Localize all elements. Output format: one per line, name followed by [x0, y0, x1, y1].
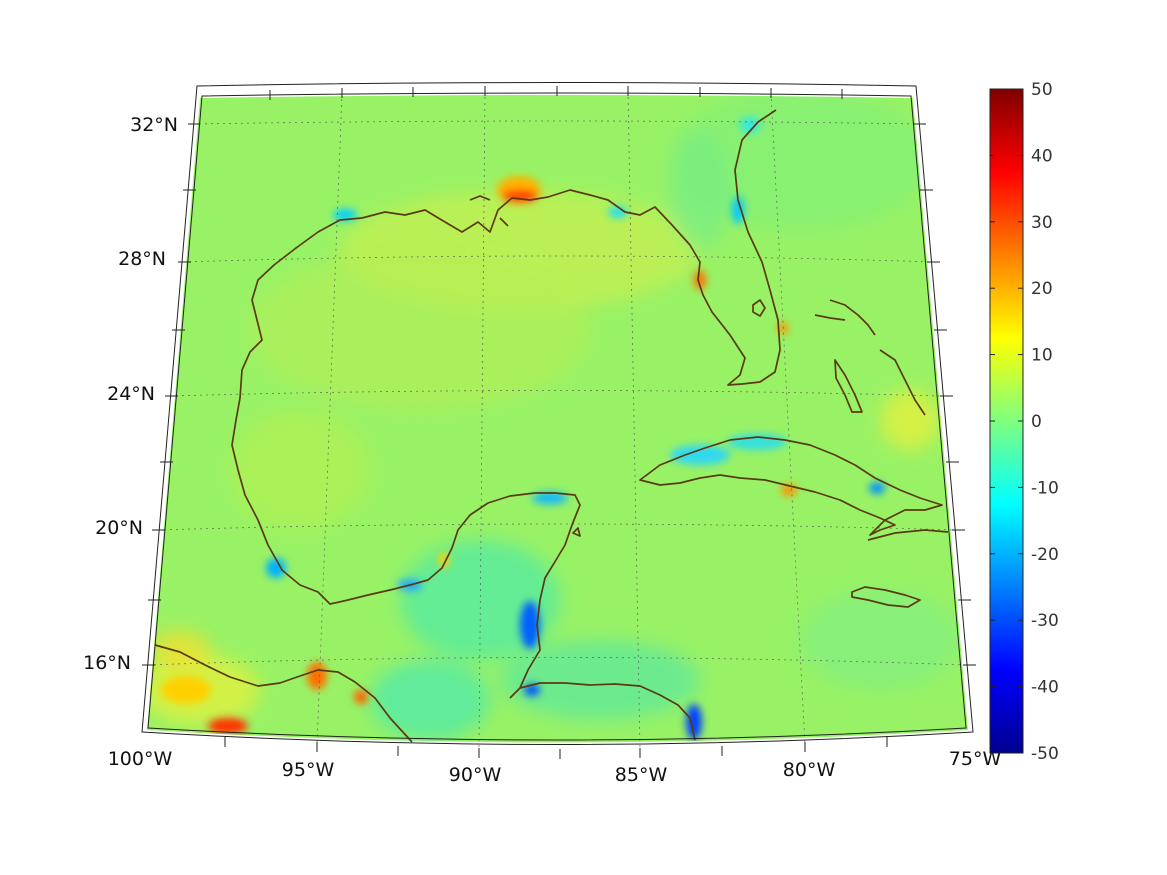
colorbar-tick-label: -20 [1031, 545, 1059, 565]
latitude-labels: 32°N 28°N 24°N 20°N 16°N [83, 114, 178, 674]
hispaniola-coast [867, 529, 949, 541]
cozumel [572, 527, 581, 537]
graticule [147, 90, 966, 751]
colorbar-tick-label: 10 [1031, 346, 1053, 366]
lat-label-20n: 20°N [95, 517, 143, 539]
frame-inner [147, 92, 967, 741]
bahamas-eleuthera [879, 349, 926, 416]
bahamas-andros [834, 359, 863, 413]
colorbar: 50 40 30 20 10 0 -10 -20 -30 -40 -50 [989, 80, 1059, 764]
meridian-80w [770, 92, 806, 746]
central-america-coast [154, 644, 413, 743]
lon-label-75w: 75°W [949, 748, 1002, 770]
lon-label-95w: 95°W [282, 759, 335, 781]
bahamas-grand [814, 314, 846, 321]
honduras-coast [519, 682, 696, 741]
lon-label-90w: 90°W [449, 764, 502, 786]
lon-label-100w: 100°W [108, 748, 173, 770]
colorbar-tick-label: -10 [1031, 478, 1059, 498]
mobile-bay-islands [469, 195, 509, 227]
colorbar-gradient [989, 88, 1024, 754]
lat-label-28n: 28°N [118, 248, 166, 270]
colorbar-tick-label: 30 [1031, 213, 1053, 233]
colorbar-tick-label: -40 [1031, 678, 1059, 698]
meridian-85w [627, 90, 641, 751]
longitude-labels: 100°W 95°W 90°W 85°W 80°W 75°W [108, 748, 1002, 786]
frame-outer [141, 82, 974, 745]
parallel-24n [169, 390, 941, 397]
colorbar-ticks: 50 40 30 20 10 0 -10 -20 -30 -40 -50 [990, 80, 1059, 764]
parallel-20n [157, 523, 956, 531]
meridian-95w [316, 92, 343, 746]
gulf-coastline [231, 109, 781, 699]
colorbar-tick-label: 0 [1031, 412, 1042, 432]
lat-label-16n: 16°N [83, 652, 131, 674]
lon-label-80w: 80°W [783, 759, 836, 781]
colorbar-tick-label: 20 [1031, 279, 1053, 299]
colorbar-tick-label: 40 [1031, 146, 1053, 166]
colorbar-tick-label: -30 [1031, 611, 1059, 631]
map-frame [141, 82, 976, 759]
colorbar-tick-label: 50 [1031, 80, 1053, 100]
bahamas-abaco [829, 299, 876, 336]
jamaica-outline [851, 586, 921, 608]
parallel-32n [192, 120, 921, 125]
map-field [147, 95, 968, 743]
lat-label-32n: 32°N [130, 114, 178, 136]
cuba-outline [639, 436, 943, 536]
meridian-90w [478, 90, 486, 750]
coastlines [154, 109, 949, 743]
lat-label-24n: 24°N [107, 383, 155, 405]
colorbar-tick-label: -50 [1031, 744, 1059, 764]
lake-okeechobee [752, 299, 766, 317]
lon-label-85w: 85°W [615, 764, 668, 786]
